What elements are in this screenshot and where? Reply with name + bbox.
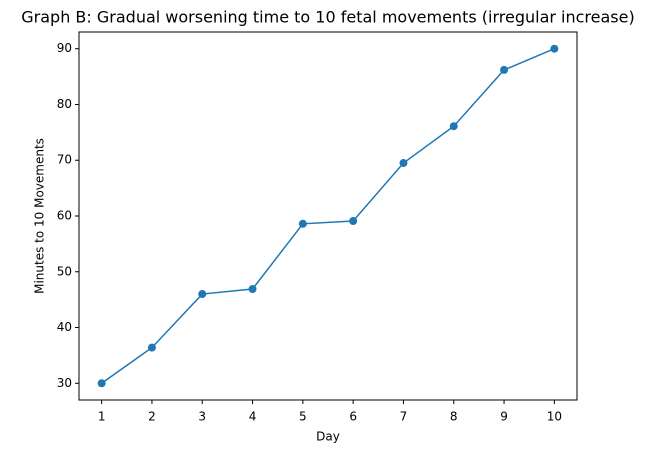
point [248, 285, 257, 294]
x-tick-label: 10 [547, 410, 562, 424]
y-tick-label: 90 [57, 41, 72, 55]
point [198, 290, 207, 299]
y-tick-label: 60 [57, 209, 72, 223]
x-tick-label: 9 [500, 410, 508, 424]
y-tick-label: 80 [57, 97, 72, 111]
y-tick-label: 30 [57, 376, 72, 390]
y-tick-label: 70 [57, 153, 72, 167]
x-axis-label: Day [316, 430, 340, 444]
x-tick-label: 3 [198, 410, 206, 424]
x-tick-label: 5 [299, 410, 307, 424]
x-tick-label: 2 [148, 410, 156, 424]
y-axis-label: Minutes to 10 Movements [33, 138, 47, 294]
y-tick-label: 50 [57, 264, 72, 278]
plot-frame [78, 31, 578, 401]
x-tick-label: 7 [400, 410, 408, 424]
x-tick-label: 4 [249, 410, 257, 424]
x-tick-label: 6 [349, 410, 357, 424]
x-tick-label: 1 [98, 410, 106, 424]
point [97, 379, 106, 388]
point [298, 219, 307, 228]
point [147, 343, 156, 352]
point [349, 217, 358, 226]
line [101, 48, 555, 384]
x-tick-label: 8 [450, 410, 458, 424]
point [449, 122, 458, 131]
point [399, 159, 408, 168]
point [500, 65, 509, 74]
y-tick-label: 40 [57, 320, 72, 334]
chart-title: Graph B: Gradual worsening time to 10 fe… [21, 8, 634, 27]
point [550, 44, 559, 53]
